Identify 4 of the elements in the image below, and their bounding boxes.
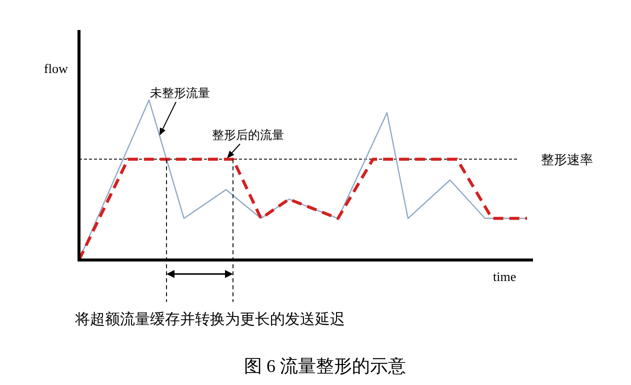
title: 图 6 流量整形的示意 (244, 356, 406, 376)
annotation: 将超额流量缓存并转换为更长的发送延迟 (75, 310, 345, 328)
xlabel: time (493, 269, 516, 284)
ylabel: flow (44, 61, 68, 76)
